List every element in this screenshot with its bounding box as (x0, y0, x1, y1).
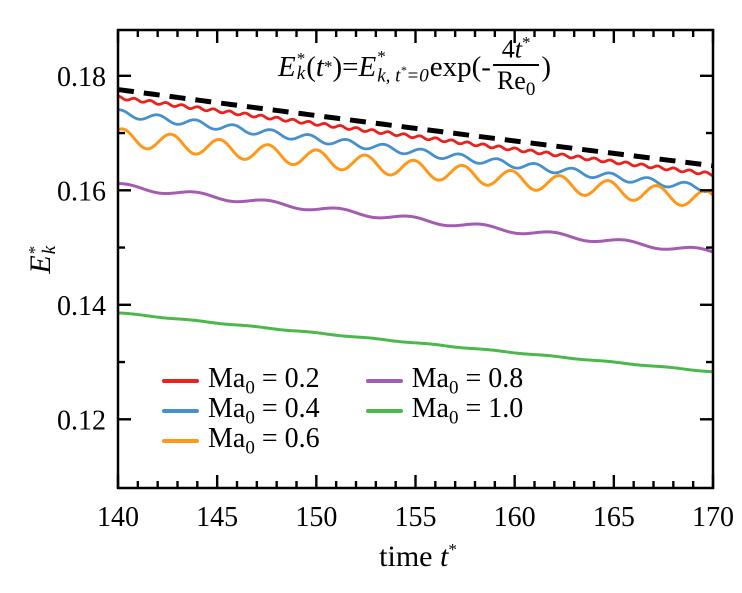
legend-column: Ma0 = 0.2 Ma0 = 0.4 Ma0 = 0.6 (162, 363, 320, 458)
equation-closing-paren: ) (541, 50, 552, 83)
equation-frac-numerator: 4t* (501, 33, 531, 64)
legend-item: Ma0 = 0.2 (162, 363, 320, 398)
y-tick-label: 0.18 (57, 62, 106, 93)
y-tick-label: 0.16 (57, 176, 106, 207)
equation-close-paren: ) (332, 50, 343, 83)
equation-equals: = (342, 50, 359, 83)
legend: Ma0 = 0.2 Ma0 = 0.4 Ma0 = 0.6 Ma0 = 0.8 Ma0 … (162, 363, 523, 458)
legend-line-swatch (162, 409, 199, 413)
equation-annotation: E * k(t *) = E * k, t*=0 exp( - 4t* Re0) (278, 34, 551, 100)
equation-rhs-base: E (358, 50, 377, 83)
series-line-ma0-0.2 (118, 94, 713, 178)
legend-line-swatch (365, 409, 403, 413)
equation-arg-var: t (315, 50, 324, 83)
equation-frac-denominator: Re0 (492, 63, 540, 100)
equation-open-paren: ( (306, 50, 316, 83)
legend-item: Ma0 = 0.4 (162, 393, 320, 428)
series-line-ma0-0.4 (118, 108, 713, 193)
equation-rhs-sub: k, t*=0 (377, 62, 429, 86)
y-tick-label: 0.14 (57, 291, 106, 322)
plot-frame (116, 28, 715, 490)
legend-label: Ma0 = 1.0 (411, 392, 524, 429)
x-axis-label: time t* (379, 540, 457, 573)
legend-label: Ma0 = 0.8 (411, 362, 524, 399)
legend-line-swatch (162, 439, 199, 443)
y-tick-label: 0.12 (57, 405, 106, 436)
legend-item: Ma0 = 1.0 (365, 393, 523, 428)
legend-label: Ma0 = 0.2 (208, 362, 320, 399)
x-tick-label: 160 (494, 502, 536, 533)
equation-fraction: 4t* Re0 (492, 33, 540, 100)
equation-rhs-sup: * (377, 47, 386, 67)
equation-minus: - (481, 50, 491, 83)
equation-arg-sup: * (323, 57, 333, 77)
legend-line-swatch (365, 379, 403, 383)
legend-item: Ma0 = 0.6 (162, 423, 320, 458)
x-tick-label: 140 (97, 502, 139, 533)
x-tick-label: 170 (692, 502, 734, 533)
equation-lhs-sub: k (296, 63, 306, 85)
legend-item: Ma0 = 0.8 (365, 363, 523, 398)
x-tick-label: 150 (295, 502, 337, 533)
equation-exp: exp( (429, 50, 482, 83)
legend-label: Ma0 = 0.6 (208, 422, 320, 459)
x-tick-label: 155 (395, 502, 437, 533)
series-line-ma0-1.0 (118, 311, 713, 374)
x-tick-label: 165 (593, 502, 635, 533)
y-axis-label: E * k (23, 245, 61, 274)
series-line-ma0-0.8 (118, 182, 713, 254)
legend-label: Ma0 = 0.4 (208, 392, 320, 429)
legend-line-swatch (162, 379, 199, 383)
equation-lhs-sup: * (296, 48, 306, 68)
series-line-ma0-0.6 (118, 127, 713, 207)
series-line-analytic-exp-4t-re0- (118, 87, 713, 169)
legend-column: Ma0 = 0.8 Ma0 = 1.0 (365, 363, 523, 456)
x-tick-label: 145 (196, 502, 238, 533)
equation-lhs-base: E (278, 50, 296, 83)
